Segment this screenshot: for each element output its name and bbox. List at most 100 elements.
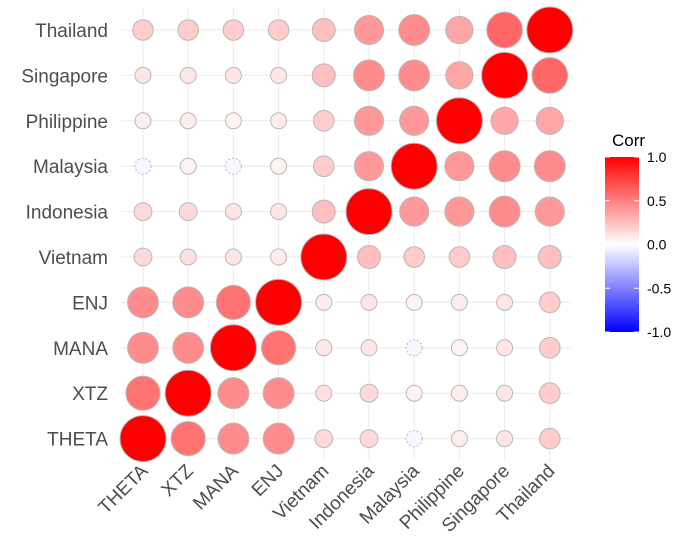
corr-cell-mana-indonesia — [224, 203, 242, 221]
corr-cell-indonesia-thailand — [353, 14, 385, 46]
corr-cell-mana-vietnam — [224, 248, 242, 266]
corr-cell-singapore-vietnam — [492, 245, 517, 269]
corr-cell-singapore-singapore — [481, 51, 529, 99]
legend-ticks: 1.0 0.5 0.0 -0.5 -1.0 — [605, 149, 671, 340]
corr-cell-enj-philippine — [270, 112, 288, 130]
corr-cell-malaysia-thailand — [398, 14, 431, 46]
corr-cell-mana-xtz — [217, 377, 250, 410]
x-tick-mana: MANA — [189, 460, 243, 514]
legend-title: Corr — [612, 131, 645, 150]
corr-cell-indonesia-singapore — [353, 59, 385, 92]
y-axis-tick-labels: Thailand Singapore Philippine Malaysia Indon… — [21, 21, 108, 451]
corr-cell-enj-singapore — [270, 66, 288, 84]
y-tick-singapore: Singapore — [21, 66, 108, 87]
y-tick-enj: ENJ — [72, 293, 108, 314]
corr-cell-philippine-indonesia — [444, 196, 475, 227]
corr-cell-singapore-mana — [496, 339, 514, 357]
x-tick-xtz: XTZ — [158, 460, 199, 501]
legend-tick-label: -0.5 — [647, 280, 671, 296]
corr-cell-enj-thailand — [267, 19, 290, 41]
legend-tick-label: 1.0 — [647, 149, 667, 165]
corr-cell-philippine-theta — [450, 430, 468, 448]
corr-cell-theta-thailand — [132, 19, 154, 41]
corr-cell-theta-theta — [119, 415, 167, 463]
corr-cell-vietnam-indonesia — [311, 199, 336, 224]
corr-cell-malaysia-malaysia — [390, 142, 438, 190]
legend-tick-label: 0.0 — [647, 237, 667, 253]
corr-cell-enj-enj — [255, 278, 303, 326]
y-tick-mana: MANA — [53, 339, 108, 360]
corr-cell-malaysia-vietnam — [403, 246, 425, 268]
corr-cell-thailand-indonesia — [534, 196, 565, 227]
corr-cell-xtz-xtz — [164, 369, 212, 417]
correlation-circles — [119, 6, 574, 463]
y-tick-philippine: Philippine — [26, 112, 108, 133]
corr-cell-theta-indonesia — [133, 202, 153, 222]
corr-cell-thailand-singapore — [531, 57, 569, 94]
corr-cell-xtz-thailand — [177, 19, 199, 41]
x-tick-theta: THETA — [95, 460, 153, 518]
corr-cell-indonesia-xtz — [359, 383, 379, 403]
corr-cell-xtz-enj — [172, 286, 205, 319]
corr-cell-theta-enj — [127, 286, 159, 319]
corr-cell-xtz-mana — [172, 331, 205, 364]
corr-cell-malaysia-singapore — [398, 59, 431, 92]
corr-cell-vietnam-theta — [314, 429, 334, 449]
corr-cell-philippine-philippine — [435, 97, 483, 145]
corr-cell-theta-mana — [127, 331, 159, 364]
corr-cell-theta-vietnam — [133, 247, 153, 267]
corr-cell-vietnam-singapore — [311, 63, 336, 88]
corr-cell-vietnam-xtz — [315, 384, 333, 402]
corr-cell-thailand-enj — [539, 291, 561, 314]
corr-cell-singapore-malaysia — [488, 150, 521, 183]
corr-cell-thailand-thailand — [526, 6, 574, 54]
corr-cell-thailand-philippine — [535, 106, 564, 135]
corr-cell-mana-malaysia — [224, 157, 242, 175]
corr-cell-theta-philippine — [134, 112, 152, 130]
corr-cell-philippine-mana — [450, 339, 468, 357]
corr-cell-philippine-vietnam — [448, 246, 471, 268]
corr-cell-malaysia-theta — [405, 430, 423, 448]
corr-cell-enj-theta — [262, 422, 295, 455]
corr-cell-indonesia-enj — [360, 293, 378, 311]
corr-cell-malaysia-philippine — [399, 105, 430, 136]
corr-cell-vietnam-mana — [315, 339, 333, 357]
corr-cell-thailand-vietnam — [537, 245, 562, 269]
corr-cell-enj-mana — [261, 330, 297, 366]
y-tick-vietnam: Vietnam — [39, 248, 108, 269]
corr-cell-xtz-philippine — [179, 112, 197, 130]
corr-cell-vietnam-philippine — [313, 110, 335, 132]
corr-cell-philippine-enj — [450, 293, 468, 311]
corr-cell-vietnam-vietnam — [300, 233, 348, 281]
corr-cell-theta-xtz — [125, 375, 161, 411]
y-tick-theta: THETA — [47, 430, 108, 451]
color-legend: Corr 1.0 0.5 0.0 -0.5 -1.0 — [605, 131, 671, 340]
corr-cell-mana-mana — [209, 324, 257, 372]
corr-cell-xtz-indonesia — [178, 202, 198, 222]
corr-cell-indonesia-philippine — [353, 105, 385, 136]
corr-cell-indonesia-indonesia — [345, 188, 393, 236]
corr-cell-mana-philippine — [224, 112, 242, 130]
legend-colorbar — [605, 157, 639, 332]
corr-cell-singapore-enj — [496, 293, 514, 311]
y-tick-malaysia: Malaysia — [33, 157, 108, 178]
corr-cell-mana-theta — [217, 422, 250, 455]
corr-cell-philippine-xtz — [450, 384, 468, 402]
corr-cell-thailand-malaysia — [533, 150, 566, 183]
corr-cell-enj-malaysia — [270, 157, 288, 175]
legend-tick-label: 0.5 — [647, 193, 667, 209]
corr-cell-indonesia-vietnam — [357, 245, 381, 269]
corr-cell-malaysia-mana — [405, 339, 423, 357]
corr-cell-thailand-mana — [539, 337, 561, 359]
x-tick-enj: ENJ — [248, 461, 288, 501]
corr-cell-mana-enj — [215, 284, 251, 320]
corr-cell-mana-singapore — [224, 66, 242, 84]
corr-cell-xtz-malaysia — [179, 157, 197, 175]
corr-cell-singapore-xtz — [496, 384, 514, 402]
corr-cell-singapore-philippine — [490, 106, 519, 135]
corr-cell-indonesia-mana — [360, 339, 378, 357]
corr-cell-singapore-theta — [496, 430, 514, 448]
corr-cell-enj-indonesia — [270, 203, 288, 221]
y-tick-thailand: Thailand — [35, 21, 108, 42]
